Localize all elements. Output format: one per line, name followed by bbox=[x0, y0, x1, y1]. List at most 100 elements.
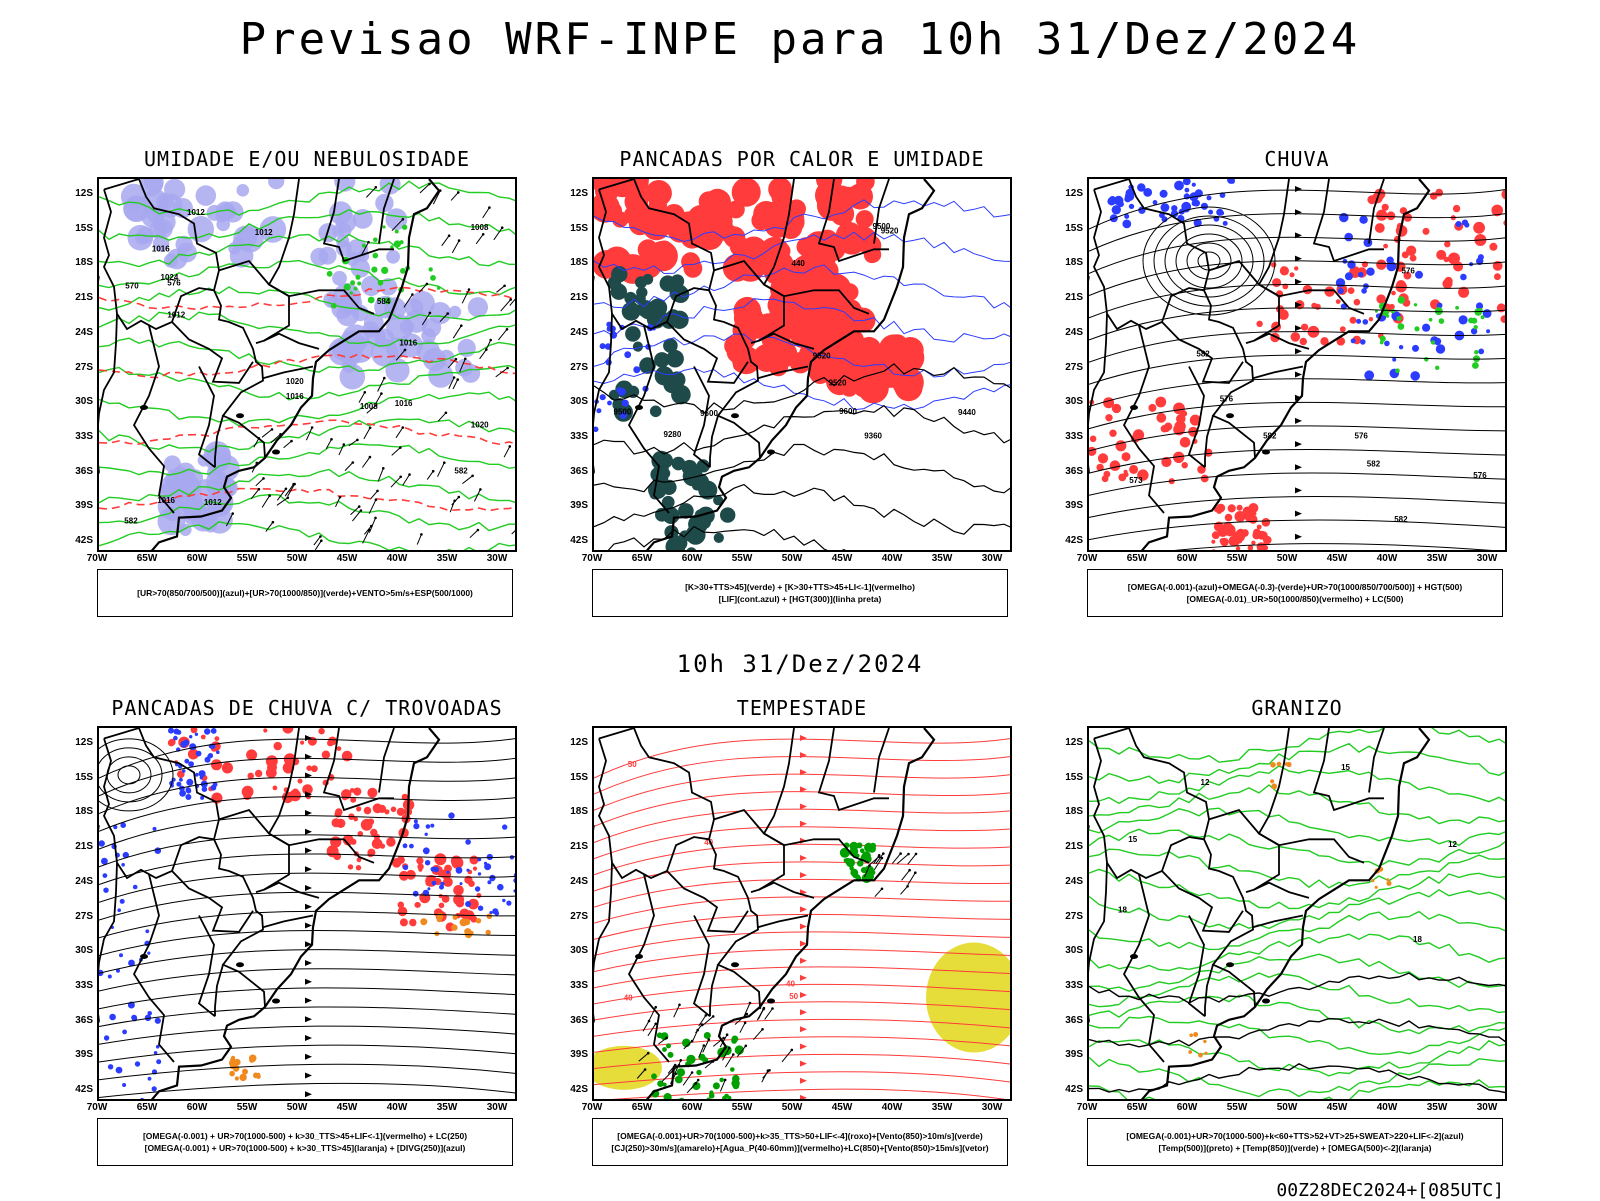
blue-humidity-2-cell bbox=[379, 278, 398, 296]
orange-storm-cell bbox=[436, 913, 444, 920]
blue-humidity-cell bbox=[404, 298, 424, 317]
lake-mark bbox=[272, 998, 280, 1004]
green-rain-cell bbox=[1435, 365, 1440, 370]
strong-wind-vectors-head bbox=[678, 1003, 681, 1007]
green-cells-cell bbox=[372, 252, 379, 259]
green-wind-cell bbox=[676, 1068, 686, 1077]
red-rain-cell bbox=[1281, 266, 1286, 271]
border-line bbox=[218, 808, 290, 893]
blue-humidity-cell bbox=[175, 462, 196, 483]
green-instability-cell bbox=[713, 532, 724, 543]
temp850-contours-line bbox=[1089, 742, 1505, 784]
lc850-streamlines bbox=[594, 735, 1010, 1099]
border-line bbox=[1312, 728, 1384, 812]
wind-vectors-vector bbox=[437, 462, 445, 477]
strong-wind-vectors-head bbox=[771, 1007, 774, 1010]
blue-rain-cell bbox=[1461, 219, 1469, 226]
red-rain-cell bbox=[1096, 463, 1104, 472]
wind-vectors-head bbox=[399, 446, 402, 449]
blue-humidity-2-cell bbox=[361, 275, 382, 296]
red-rain-cell bbox=[1492, 261, 1503, 271]
green-cells-cell bbox=[353, 286, 358, 291]
green-wind-cell bbox=[666, 1043, 671, 1049]
lat-tick-label: 24S bbox=[570, 326, 588, 338]
border-line bbox=[758, 881, 815, 899]
lc850-streamlines-line bbox=[594, 861, 1010, 892]
red-storm-cell bbox=[247, 772, 254, 780]
strong-wind-vectors-2-head bbox=[877, 854, 881, 857]
wind-vectors-south-head bbox=[286, 496, 290, 500]
blue-rain-cell bbox=[1161, 216, 1168, 223]
blue-divergence-cell bbox=[465, 839, 471, 845]
blue-divergence-cell bbox=[402, 864, 409, 871]
green-rain-cell bbox=[1396, 316, 1402, 321]
wind-vectors-head bbox=[476, 528, 480, 532]
border-line bbox=[1093, 738, 1205, 880]
blue-rain-cell bbox=[1436, 302, 1443, 309]
red-rain-cell bbox=[1448, 252, 1460, 265]
wind-vectors-vector bbox=[361, 456, 371, 468]
map-panel: 1012 1012 1012 1016 1008 1008 1012 1016 1016 1016… bbox=[97, 177, 517, 552]
red-storm-cell bbox=[441, 895, 450, 903]
blue-rain-cell bbox=[1206, 195, 1212, 201]
lake-mark bbox=[635, 954, 643, 960]
green-rain-cell bbox=[1414, 326, 1420, 332]
border-line bbox=[1204, 415, 1214, 468]
green-cells-cell bbox=[384, 297, 392, 305]
blue-divergence-cell bbox=[465, 901, 472, 907]
lc850-streamlines-arrow bbox=[800, 1009, 807, 1016]
blue-divergence-cell bbox=[412, 890, 419, 897]
blue-humidity-cell bbox=[268, 179, 285, 190]
border-line bbox=[1089, 313, 1108, 475]
lifted-index-cell bbox=[633, 366, 641, 374]
legend-box: [OMEGA(-0.001) + UR>70(1000-500) + k>30_… bbox=[97, 1118, 513, 1166]
wind-vectors-south-vector bbox=[335, 496, 341, 508]
lat-tick-label: 39S bbox=[75, 500, 93, 512]
green-wind-cell bbox=[703, 1032, 711, 1039]
hgt300-contours bbox=[594, 363, 1010, 550]
border-line bbox=[1093, 189, 1205, 331]
blue-humidity-cell bbox=[177, 242, 197, 263]
orange-storm-cell bbox=[420, 918, 428, 926]
red-rain-cell bbox=[1403, 271, 1412, 280]
blue-divergence-cell bbox=[107, 974, 112, 979]
red-rain-cell bbox=[1213, 521, 1224, 532]
contour-label: 9500 bbox=[614, 408, 632, 417]
blue-humidity-2-cell bbox=[385, 208, 408, 231]
lon-tick-label: 70W bbox=[86, 1102, 108, 1113]
red-rain-cell bbox=[1389, 303, 1395, 310]
wind-vectors-south-head bbox=[293, 482, 296, 486]
wind-vectors-head bbox=[460, 324, 463, 327]
blue-divergence-cell bbox=[102, 873, 108, 878]
blue-divergence-cell bbox=[439, 884, 444, 890]
green-cells-cell bbox=[326, 270, 333, 277]
red-storm-cell bbox=[342, 834, 354, 846]
lc850-streamlines-line bbox=[594, 756, 1010, 795]
lat-tick-label: 36S bbox=[75, 465, 93, 477]
east-coastline bbox=[645, 728, 936, 1099]
blue-humidity bbox=[120, 179, 488, 536]
lifted-index-contours-line bbox=[594, 264, 1010, 309]
red-rain-cell bbox=[1182, 411, 1188, 417]
hgt500-streamlines-arrow bbox=[1295, 278, 1302, 285]
blue-rain-cell bbox=[1360, 339, 1366, 345]
green-instability-cell bbox=[626, 385, 640, 398]
red-rain-cell bbox=[1353, 298, 1361, 306]
strong-wind-vectors-head bbox=[761, 1028, 764, 1031]
green-wind-cell bbox=[855, 874, 861, 880]
red-rain-cell bbox=[1156, 412, 1167, 423]
strong-wind-vectors-vector bbox=[764, 1008, 773, 1020]
red-rain-cell bbox=[1121, 452, 1131, 462]
wind-vectors-south-head bbox=[257, 487, 261, 491]
red-storm-cell bbox=[367, 851, 374, 858]
blue-divergence-cell bbox=[459, 882, 463, 886]
lat-tick-label: 18S bbox=[570, 806, 588, 818]
wind-vectors-head bbox=[509, 298, 512, 301]
temp850-contours-line bbox=[1089, 784, 1505, 825]
hgt500-streamlines-arrow bbox=[1295, 255, 1302, 262]
wind-vectors-south-vector bbox=[325, 439, 332, 450]
lc850-streamlines-arrow bbox=[800, 992, 807, 998]
red-rain-cell bbox=[1179, 437, 1191, 448]
lat-tick-label: 33S bbox=[570, 979, 588, 991]
lat-tick-label: 30S bbox=[1065, 945, 1083, 957]
